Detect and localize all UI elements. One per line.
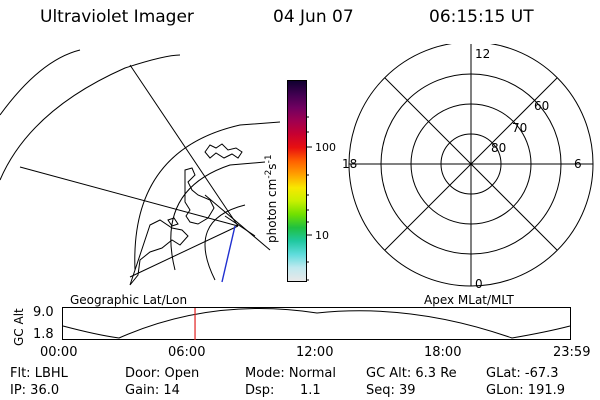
coastline [184,167,215,225]
timeline-ymax: 9.0 [33,305,54,320]
map-latitude-arc [134,121,280,271]
info-mode: Mode: Normal [245,366,336,381]
map-meridian-line [129,225,239,278]
map-latitude-arc [170,161,266,271]
colorbar-tick-100: 100 [315,141,336,154]
info-gc-alt: GC Alt: 6.3 Re [366,366,457,381]
info-door: Door: Open [125,366,200,381]
colorbar [287,80,307,282]
timeline-ylabel: GC Alt [12,308,26,346]
timeline-left-title: Geographic Lat/Lon [70,293,188,307]
info-ip: IP: 36.0 [10,383,60,398]
colorbar-ticks [306,116,312,281]
satellite-track-line [221,225,236,283]
polar-label-12: 12 [475,47,490,61]
polar-lat-80: 80 [491,141,506,155]
timeline-tick-2359: 23:59 [553,345,591,360]
geographic-map [0,49,280,286]
colorbar-unit-label: photon cm-2s-1 [264,154,279,243]
timeline-tick-0600: 06:00 [168,345,206,360]
info-glon: GLon: 191.9 [486,383,566,398]
polar-label-6: 6 [574,157,582,171]
info-gain: Gain: 14 [125,383,180,398]
timeline-plot [62,307,571,340]
time-label: 06:15:15 UT [429,7,534,27]
polar-lat-60: 60 [534,99,549,113]
map-latitude-arc [0,49,81,116]
timeline-ymin: 1.8 [33,327,54,342]
timeline-right-title: Apex MLat/MLT [424,293,514,307]
polar-label-0: 0 [475,277,483,290]
polar-label-18: 18 [342,157,357,171]
polar-meridian-line [384,77,558,251]
polar-plot: 12 0 18 6 60 70 80 [342,44,594,290]
altitude-curve [62,308,571,339]
timeline-tick-0000: 00:00 [40,345,78,360]
map-latitude-arc [0,54,181,181]
coastline [204,143,243,159]
info-glat: GLat: -67.3 [486,366,559,381]
info-seq: Seq: 39 [366,383,416,398]
map-latitude-arc [204,204,246,281]
coastline [129,219,189,286]
map-meridian-line [224,215,256,237]
map-meridian-line [129,64,239,227]
info-flt: Flt: LBHL [10,366,68,381]
timeline-tick-1200: 12:00 [296,345,334,360]
info-dsp-label: Dsp: [245,383,275,398]
info-dsp-value: 1.1 [300,383,321,398]
coastline [167,217,179,227]
map-meridian-line [204,194,271,251]
map-meridian-line [19,166,239,227]
date-label: 04 Jun 07 [273,7,354,27]
app-title: Ultraviolet Imager [40,7,194,27]
colorbar-tick-10: 10 [315,229,329,242]
timeline-tick-1800: 18:00 [424,345,462,360]
polar-lat-70: 70 [512,121,527,135]
